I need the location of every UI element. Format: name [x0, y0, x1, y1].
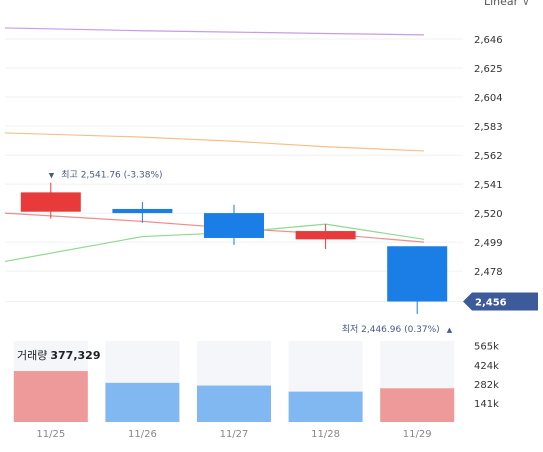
volume-tick-label: 565k [474, 342, 499, 353]
price-grid [5, 38, 463, 303]
date-axis: 11/25 11/26 11/27 11/28 11/29 [36, 429, 431, 440]
candle-body [204, 213, 264, 238]
volume-bar [13, 371, 88, 422]
current-price-tag: 2,456 [463, 292, 538, 311]
scale-selector[interactable]: Linear ∨ [484, 0, 530, 8]
low-marker-icon: ▲ [447, 326, 453, 334]
price-tick-label: 2,604 [474, 93, 503, 104]
candle [387, 246, 448, 314]
price-tick-label: 2,646 [474, 35, 503, 46]
volume-bar [105, 382, 180, 422]
volume-axis: 565k 424k 282k 141k [474, 342, 499, 410]
price-tick-label: 2,478 [474, 267, 503, 278]
date-tick-label: 11/27 [220, 429, 249, 440]
high-annotation-text: 최고 2,541.76 (-3.38%) [61, 170, 162, 181]
candle-body [20, 192, 81, 212]
volume-bar [288, 391, 363, 422]
volume-bar [380, 388, 455, 422]
scale-selector-label: Linear [484, 0, 519, 8]
price-tick-label: 2,520 [474, 209, 503, 220]
volume-bar [197, 385, 271, 422]
price-tick-label: 2,625 [474, 64, 503, 75]
high-marker-icon: ▼ [49, 172, 55, 180]
price-tick-label: 2,499 [474, 238, 503, 249]
candle [295, 224, 356, 250]
date-tick-label: 11/26 [128, 429, 157, 440]
annotations: ▼ 최고 2,541.76 (-3.38%) 최저 2,446.96 (0.37… [49, 163, 453, 336]
low-annotation: 최저 2,446.96 (0.37%) ▲ [342, 317, 453, 336]
volume-tick-label: 424k [474, 361, 499, 372]
candle-body [295, 231, 356, 240]
current-price-label: 2,456 [475, 298, 507, 309]
date-tick-label: 11/29 [403, 429, 432, 440]
volume-legend-value: 377,329 [50, 349, 101, 362]
volume-bars [13, 371, 455, 422]
price-axis: 2,478 2,499 2,520 2,541 2,562 2,583 2,604 2,625… [474, 35, 503, 278]
date-tick-label: 11/25 [36, 429, 65, 440]
price-tick-label: 2,583 [474, 122, 503, 133]
candle-body [387, 246, 448, 302]
candle [204, 204, 264, 245]
high-annotation: ▼ 최고 2,541.76 (-3.38%) [49, 163, 163, 182]
moving-average-line-1 [4, 27, 425, 36]
current-price-tag-shape [463, 292, 538, 311]
candle-body [112, 208, 173, 214]
candle [112, 202, 173, 223]
low-annotation-text: 최저 2,446.96 (0.37%) [342, 324, 440, 335]
volume-tick-label: 282k [474, 380, 499, 391]
moving-average-line-2 [4, 132, 425, 152]
candles [20, 182, 448, 314]
date-tick-label: 11/28 [311, 429, 340, 440]
chevron-down-icon: ∨ [522, 0, 530, 8]
volume-tick-label: 141k [474, 399, 499, 410]
price-tick-label: 2,562 [474, 151, 503, 162]
price-tick-label: 2,541 [474, 180, 503, 191]
candle [20, 182, 81, 219]
volume-legend-label: 거래량 [17, 349, 48, 362]
volume-legend: 거래량 377,329 [17, 347, 100, 363]
